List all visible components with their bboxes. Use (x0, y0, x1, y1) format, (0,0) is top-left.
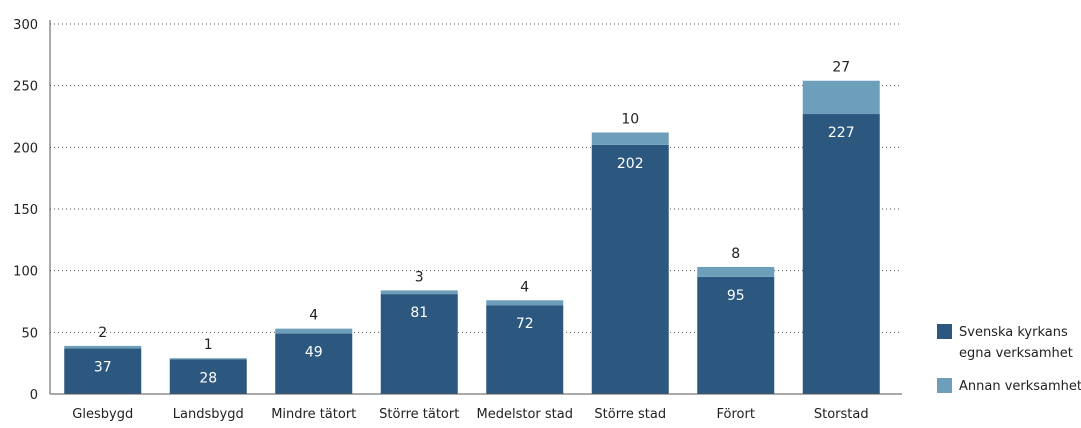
data-label-svenska-kyrkan: 202 (617, 156, 644, 172)
y-tick-label: 250 (13, 80, 38, 95)
bar-segment-annan (697, 266, 775, 277)
data-label-svenska-kyrkan: 81 (410, 305, 428, 321)
bar-segment-annan (275, 328, 353, 334)
bar-group: 49 4 (275, 308, 353, 394)
data-label-annan: 4 (309, 308, 318, 324)
y-tick-label: 100 (13, 265, 38, 280)
data-label-svenska-kyrkan: 227 (828, 125, 855, 141)
bar-segment-annan (380, 290, 458, 295)
bar-segment-annan (802, 80, 880, 115)
y-tick-label: 150 (13, 203, 38, 218)
x-tick-label: Glesbygd (72, 407, 133, 422)
y-tick-label: 50 (21, 326, 38, 341)
x-tick-label: Storstad (814, 407, 869, 422)
y-axis: 0 50 100 150 200 250 300 (13, 18, 51, 403)
data-label-annan: 1 (204, 337, 213, 353)
legend-swatch (937, 324, 952, 339)
legend-item-annan: Annan verksamhet (937, 378, 1081, 394)
y-tick-label: 300 (13, 18, 38, 33)
bar-segment-svenska-kyrkan (275, 333, 353, 394)
data-label-annan: 27 (832, 60, 850, 76)
bar-segment-svenska-kyrkan (591, 144, 669, 394)
bar-segment-svenska-kyrkan (802, 114, 880, 395)
legend-item-svenska-kyrkan: Svenska kyrkans egna verksamhet (937, 324, 1073, 361)
legend-label: egna verksamhet (959, 346, 1073, 361)
legend-swatch (937, 378, 952, 393)
data-label-annan: 10 (621, 112, 639, 128)
bar-group: 227 27 (802, 60, 880, 395)
bar-group: 202 10 (591, 112, 669, 394)
data-label-annan: 4 (520, 279, 529, 295)
bar-group: 81 3 (380, 269, 458, 394)
bar-segment-svenska-kyrkan (697, 276, 775, 394)
data-label-svenska-kyrkan: 95 (727, 288, 745, 304)
data-label-svenska-kyrkan: 72 (516, 316, 534, 332)
legend: Svenska kyrkans egna verksamhet Annan verk… (937, 324, 1081, 394)
bar-group: 95 8 (697, 246, 775, 394)
x-tick-label: Landsbygd (173, 407, 244, 422)
data-label-svenska-kyrkan: 49 (305, 345, 323, 361)
data-label-annan: 2 (98, 325, 107, 341)
y-tick-label: 0 (30, 388, 38, 403)
y-tick-label: 200 (13, 141, 38, 156)
x-tick-label: Förort (717, 407, 755, 422)
bar-segment-svenska-kyrkan (64, 348, 142, 394)
data-label-svenska-kyrkan: 37 (94, 359, 112, 375)
x-tick-label: Större tätort (379, 407, 459, 422)
bar-segment-annan (169, 358, 247, 360)
bar-group: 72 4 (486, 279, 564, 394)
x-tick-label: Medelstor stad (477, 407, 573, 422)
x-tick-label: Större stad (594, 407, 666, 422)
data-label-annan: 8 (731, 246, 740, 262)
bar-segment-svenska-kyrkan (380, 294, 458, 394)
data-label-annan: 3 (415, 269, 424, 285)
legend-label: Annan verksamhet (959, 379, 1081, 394)
bar-segment-svenska-kyrkan (169, 359, 247, 394)
x-axis: Glesbygd Landsbygd Mindre tätort Större tät… (50, 393, 902, 422)
bar-segment-annan (486, 300, 564, 306)
legend-label: Svenska kyrkans (959, 325, 1068, 340)
x-tick-label: Mindre tätort (271, 407, 356, 422)
bar-group: 37 2 (64, 325, 142, 394)
bar-segment-annan (64, 345, 142, 349)
bar-segment-annan (591, 132, 669, 145)
data-label-svenska-kyrkan: 28 (199, 370, 217, 386)
bar-segment-svenska-kyrkan (486, 305, 564, 394)
bar-group: 28 1 (169, 337, 247, 394)
